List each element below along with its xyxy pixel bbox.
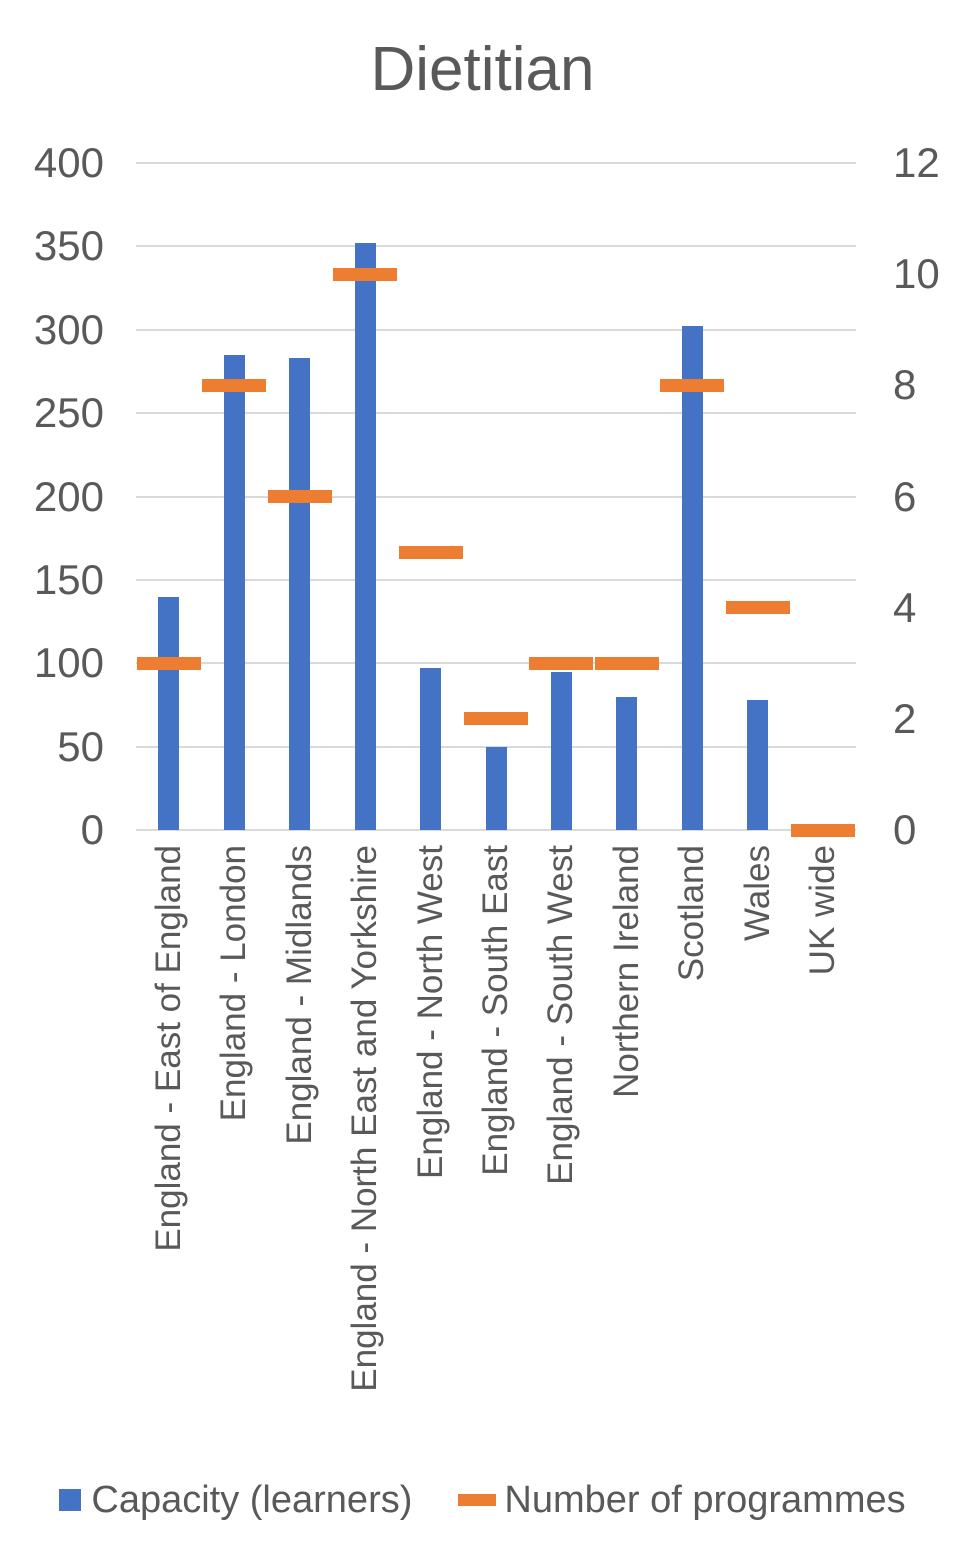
x-axis-category-label: England - South East (476, 845, 515, 1176)
dash-programmes (333, 267, 398, 281)
y-axis-right-tick-label: 6 (893, 472, 917, 520)
y-axis-right-tick-label: 8 (893, 361, 917, 409)
y-axis-left-tick-label: 150 (33, 555, 104, 603)
x-axis-category-label: England - Midlands (279, 845, 319, 1145)
y-axis-right-tick-label: 10 (893, 250, 940, 298)
legend-label-capacity: Capacity (learners) (91, 1479, 413, 1521)
dash-programmes (529, 656, 594, 670)
programmes-series-dash-icon (458, 1494, 497, 1506)
dash-programmes (136, 656, 201, 670)
bar-capacity (485, 746, 507, 830)
bar-capacity (158, 596, 180, 830)
legend-label-programmes: Number of programmes (504, 1479, 906, 1521)
y-axis-right-tick-label: 4 (893, 583, 917, 631)
chart-title: Dietitian (370, 35, 595, 104)
y-axis-left-tick-label: 0 (80, 806, 104, 853)
x-axis-category-label: England - London (214, 845, 254, 1122)
y-axis-left-tick-label: 350 (33, 222, 104, 270)
y-axis-right-tick-label: 12 (893, 139, 940, 186)
bar-capacity (354, 243, 376, 830)
gridline (136, 245, 856, 248)
dash-programmes (791, 823, 856, 837)
y-axis-left-tick-label: 300 (33, 305, 104, 353)
y-axis-right-tick-label: 2 (893, 694, 917, 742)
gridline (136, 662, 856, 665)
gridline (136, 328, 856, 331)
gridline (136, 162, 856, 164)
y-axis-right-tick-label: 0 (893, 806, 917, 853)
y-axis-left-tick-label: 400 (33, 139, 104, 186)
dash-programmes (464, 712, 528, 726)
legend: Capacity (learners) Number of programmes (0, 1478, 965, 1522)
y-axis-left-tick-label: 100 (33, 639, 104, 687)
gridline (136, 412, 856, 415)
gridline (136, 495, 856, 498)
dash-programmes (725, 601, 790, 615)
x-axis-category-label: UK wide (803, 845, 843, 976)
x-axis-category-label: England - North West (410, 845, 450, 1179)
capacity-series-swatch-icon (59, 1489, 82, 1511)
x-axis-category-label: England - North East and Yorkshire (345, 845, 385, 1392)
bar-capacity (223, 354, 245, 830)
y-axis-left-tick-label: 50 (57, 722, 104, 770)
x-axis-category-label: Scotland (672, 845, 712, 982)
x-axis-category-label: Northern Ireland (606, 845, 646, 1098)
bar-capacity (616, 696, 638, 830)
y-axis-left-tick-label: 250 (33, 389, 104, 437)
dash-programmes (202, 378, 267, 392)
bar-capacity (747, 699, 769, 830)
dash-programmes (660, 378, 725, 392)
dash-programmes (267, 490, 332, 503)
bar-capacity (550, 671, 572, 830)
x-axis-category-label: Wales (737, 845, 777, 941)
x-axis-category-label: England - South West (541, 845, 581, 1185)
gridline (136, 829, 856, 831)
gridline (136, 578, 856, 581)
dash-programmes (398, 545, 463, 559)
bar-capacity (420, 668, 442, 830)
dash-programmes (594, 656, 659, 670)
y-axis-left-tick-label: 200 (33, 472, 104, 520)
bar-capacity (289, 358, 311, 830)
x-axis-category-label: England - East of England (148, 845, 188, 1252)
bar-capacity (681, 326, 703, 830)
